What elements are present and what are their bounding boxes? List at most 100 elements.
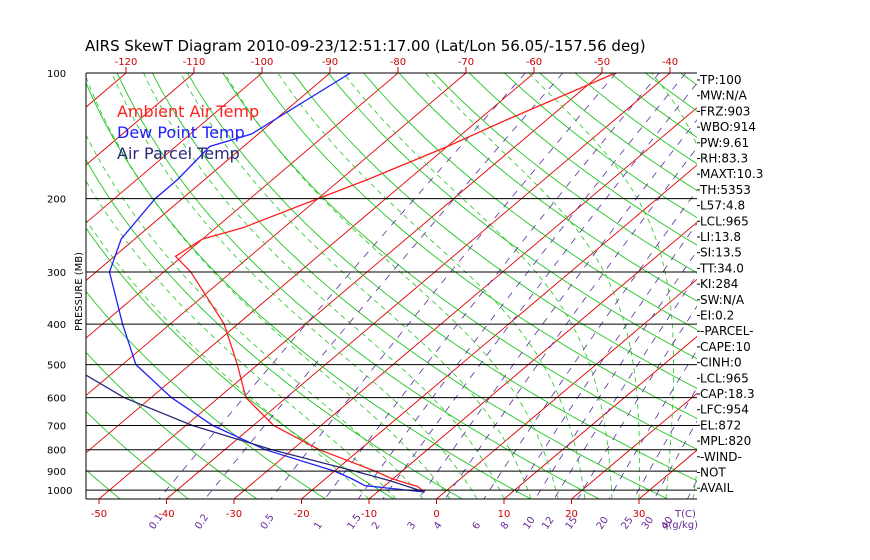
mixing-ratio-label: 1 <box>312 520 325 532</box>
mixing-ratio-line <box>553 274 697 499</box>
mixing-ratio-line <box>444 147 697 499</box>
isotherm-line <box>503 335 697 499</box>
dry-adiabat-line <box>292 73 697 389</box>
moist-adiabat-line <box>143 73 505 499</box>
dry-adiabat-line <box>86 290 326 499</box>
top-temp-tick-label: -50 <box>594 57 610 68</box>
bottom-temp-tick-label: 0 <box>433 509 439 520</box>
legend: Ambient Air Temp Dew Point Temp Air Parcel… <box>117 102 259 163</box>
moist-adiabat-line <box>528 73 674 499</box>
isotherm-line <box>0 73 58 499</box>
dry-adiabat-line <box>645 73 697 112</box>
stability-index-item: -WIND- <box>700 450 742 464</box>
stability-index-item: KI:284 <box>700 277 738 291</box>
dry-adiabat-line <box>86 81 532 499</box>
bottom-temp-tick-label: -20 <box>293 509 309 520</box>
profile-curves <box>86 73 616 493</box>
dry-adiabat-line <box>433 73 697 274</box>
mixing-ratio-line <box>418 119 697 499</box>
mixing-ratio-line <box>357 73 687 499</box>
pressure-tick-label: 600 <box>47 394 66 405</box>
stability-index-item: TP:100 <box>699 73 742 87</box>
isotherm-line <box>86 73 467 397</box>
top-temp-tick-label: -110 <box>183 57 206 68</box>
isotherm-line <box>86 73 399 339</box>
legend-item: Air Parcel Temp <box>117 144 240 163</box>
stability-index-item: MPL:820 <box>700 434 751 448</box>
mixing-ratio-label: 2 <box>370 520 383 532</box>
chart-title: AIRS SkewT Diagram 2010-09-23/12:51:17.0… <box>85 37 646 55</box>
y-axis-label: PRESSURE (MB) <box>74 252 85 331</box>
dry-adiabat-line <box>398 73 697 302</box>
pressure-tick-label: 200 <box>47 195 66 206</box>
isotherm-line <box>842 73 870 499</box>
dry-adiabat-line <box>328 73 697 360</box>
bottom-temp-tick-label: 20 <box>565 509 578 520</box>
moist-adiabat-line <box>224 73 559 499</box>
mixing-ratio-line <box>633 386 697 499</box>
mixing-ratio-label: 6 <box>471 520 484 532</box>
isotherm-line <box>368 221 697 499</box>
top-temp-tick-label: -70 <box>458 57 474 68</box>
dry-adiabat-line <box>86 410 189 499</box>
dry-adiabat-line <box>86 469 121 499</box>
moist-adiabat-line <box>86 180 397 499</box>
mixing-ratio-line <box>204 73 564 499</box>
isotherm-line <box>86 73 195 166</box>
dry-adiabat-line <box>257 73 697 420</box>
dry-adiabat-line <box>187 73 697 482</box>
mixing-ratio-label: 0.5 <box>259 512 277 531</box>
stability-index-item: EI:0.2 <box>700 309 734 323</box>
stability-index-item: TH:5353 <box>699 183 751 197</box>
moist-adiabat-line <box>425 73 640 499</box>
moist-adiabat-line <box>86 134 424 499</box>
legend-item: Dew Point Temp <box>117 123 245 142</box>
bottom-temp-tick-label: -10 <box>361 509 377 520</box>
stability-index-item: TT:34.0 <box>699 261 744 275</box>
stability-index-item: LCL:965 <box>700 371 749 385</box>
pressure-tick-label: 500 <box>47 361 66 372</box>
mixing-ratio-label: 0.2 <box>193 512 211 531</box>
top-temp-tick-label: -80 <box>390 57 406 68</box>
stability-index-item: MW:N/A <box>700 89 748 103</box>
mixing-ratio-label: 10 <box>521 515 537 532</box>
top-temp-tick-label: -100 <box>251 57 274 68</box>
background-grid <box>0 73 870 499</box>
top-temp-tick-label: -40 <box>662 57 678 68</box>
stability-index-item: AVAIL <box>700 481 734 495</box>
mixing-ratio-label: 20 <box>595 515 611 532</box>
bottom-temp-tick-label: -40 <box>158 509 174 520</box>
moist-adiabat-line <box>111 73 478 499</box>
top-temp-tick-label: -120 <box>115 57 138 68</box>
dry-adiabat-line <box>751 73 870 499</box>
moist-adiabat-line <box>86 76 451 499</box>
stability-index-item: MAXT:10.3 <box>700 167 763 181</box>
isotherm-line <box>98 73 603 499</box>
mixing-ratio-line <box>324 73 660 499</box>
dry-adiabat-line <box>0 73 52 499</box>
series-ambient-air-temp-line <box>174 73 616 493</box>
stability-index-item: WBO:914 <box>700 120 756 134</box>
bottom-temp-tick-label: 10 <box>498 509 511 520</box>
mixing-ratio-line <box>653 420 697 499</box>
isotherm-line <box>774 73 870 499</box>
pressure-tick-label: 100 <box>47 69 66 80</box>
stability-index-item: CAP:18.3 <box>700 387 755 401</box>
dry-adiabat-line <box>86 351 258 499</box>
stability-index-item: EL:872 <box>700 418 741 432</box>
x-axis-unit-label: T(C) <box>674 509 696 520</box>
dry-adiabat-line <box>116 73 600 499</box>
isotherm-line <box>571 392 697 499</box>
mixing-ratio-label: 4 <box>432 520 445 532</box>
top-temp-tick-label: -60 <box>526 57 542 68</box>
dry-adiabat-line <box>363 73 697 331</box>
series-dew-point-temp-line <box>108 73 425 493</box>
mixing-ratio-label: 12 <box>540 515 556 532</box>
stability-index-item: CINH:0 <box>700 356 742 370</box>
stability-index-item: LFC:954 <box>700 403 749 417</box>
mixing-ratio-unit-label: q(g/kg) <box>662 520 698 531</box>
mixing-ratio-label: 3 <box>406 520 419 532</box>
stability-index-item: PW:9.61 <box>700 136 749 150</box>
